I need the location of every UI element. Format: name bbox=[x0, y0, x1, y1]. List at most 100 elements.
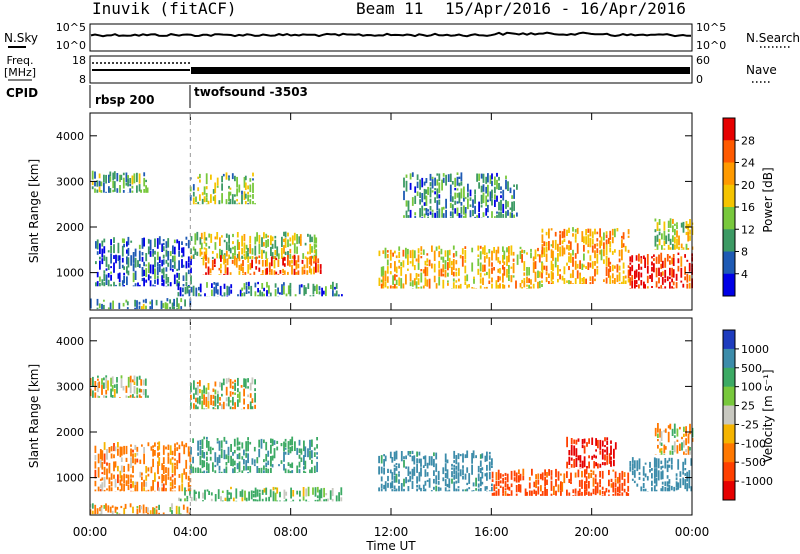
vel-data-cell-6 bbox=[477, 473, 480, 482]
power-data-cell-5 bbox=[216, 282, 219, 286]
vel-data-cell-2 bbox=[158, 452, 161, 456]
power-data-cell-8 bbox=[621, 249, 623, 261]
power-data-cell-3 bbox=[241, 255, 243, 259]
vel-data-cell-6 bbox=[398, 479, 400, 484]
vel-data-cell-7 bbox=[590, 492, 593, 496]
power-data-cell-5 bbox=[263, 287, 265, 292]
vel-data-cell-9 bbox=[631, 470, 634, 476]
nsky-panel: N.Sky 10^5 10^0 10^5 10^0 N.Search bbox=[4, 21, 800, 52]
vel-data-cell-1 bbox=[234, 382, 236, 391]
vel-data-cell-2 bbox=[162, 483, 165, 492]
power-data-cell-3 bbox=[309, 234, 312, 243]
vel-data-cell-2 bbox=[147, 489, 150, 492]
vel-data-cell-6 bbox=[380, 483, 383, 489]
power-data-cell-4 bbox=[229, 272, 232, 275]
power-data-cell-7 bbox=[438, 251, 441, 258]
freq-tick-bottom: 8 bbox=[79, 73, 86, 86]
power-data-cell-0 bbox=[146, 187, 149, 193]
vel-cbar-swatch-5 bbox=[723, 424, 735, 444]
power-data-cell-4 bbox=[273, 259, 276, 269]
vel-data-cell-9 bbox=[633, 460, 636, 469]
vel-data-cell-4 bbox=[340, 497, 343, 502]
vel-data-cell-3 bbox=[298, 454, 301, 459]
power-data-cell-2 bbox=[181, 247, 183, 253]
power-data-cell-0 bbox=[129, 178, 132, 184]
vel-data-cell-4 bbox=[202, 500, 204, 502]
vel-data-cell-7 bbox=[540, 485, 542, 492]
power-data-cell-6 bbox=[142, 303, 145, 310]
power-data-cell-7 bbox=[417, 273, 420, 277]
power-data-cell-3 bbox=[205, 248, 208, 255]
power-data-cell-1 bbox=[197, 176, 200, 179]
vel-data-cell-4 bbox=[208, 490, 210, 495]
vel-data-cell-4 bbox=[290, 487, 292, 499]
vel-data-cell-10 bbox=[657, 439, 659, 442]
power-data-cell-2 bbox=[110, 253, 112, 264]
power-data-cell-11 bbox=[498, 183, 500, 190]
power-data-cell-2 bbox=[161, 259, 164, 267]
power-data-cell-3 bbox=[289, 243, 292, 247]
power-data-cell-2 bbox=[152, 253, 154, 257]
power-data-cell-11 bbox=[445, 198, 447, 209]
vel-data-cell-3 bbox=[220, 471, 223, 473]
power-data-cell-11 bbox=[454, 187, 457, 191]
power-data-cell-2 bbox=[156, 262, 159, 267]
vel-data-cell-3 bbox=[304, 446, 307, 457]
power-data-cell-5 bbox=[332, 281, 334, 290]
vel-data-cell-3 bbox=[232, 468, 234, 474]
vel-data-cell-2 bbox=[99, 489, 102, 492]
vel-data-cell-7 bbox=[594, 478, 597, 485]
vel-data-cell-9 bbox=[666, 460, 669, 464]
vel-data-cell-3 bbox=[233, 467, 236, 473]
vel-data-cell-2 bbox=[145, 466, 148, 474]
power-data-cell-3 bbox=[304, 256, 307, 259]
vel-data-cell-9 bbox=[642, 477, 645, 482]
vel-data-cell-9 bbox=[651, 468, 653, 471]
power-data-cell-11 bbox=[425, 178, 428, 184]
power-data-cell-6 bbox=[103, 304, 105, 310]
vel-data-cell-3 bbox=[232, 458, 234, 467]
power-data-cell-10 bbox=[654, 229, 657, 233]
vel-data-cell-2 bbox=[171, 474, 174, 478]
vel-data-cell-4 bbox=[202, 492, 204, 499]
power-data-cell-7 bbox=[523, 280, 526, 288]
power-data-cell-5 bbox=[261, 283, 264, 289]
cpid-mode-2: twofsound -3503 bbox=[194, 85, 308, 99]
power-data-cell-11 bbox=[414, 216, 417, 218]
power-data-cell-8 bbox=[579, 275, 581, 284]
vel-data-cell-3 bbox=[284, 447, 287, 450]
vel-data-cell-2 bbox=[161, 483, 164, 487]
vel-data-cell-1 bbox=[195, 404, 197, 410]
power-data-cell-0 bbox=[91, 181, 94, 186]
power-data-cell-3 bbox=[219, 237, 221, 246]
power-data-cell-7 bbox=[409, 261, 412, 264]
vel-data-cell-4 bbox=[186, 495, 189, 500]
vel-data-cell-6 bbox=[387, 475, 389, 482]
power-data-cell-11 bbox=[478, 182, 480, 189]
vel-data-cell-2 bbox=[130, 457, 132, 468]
vel-data-cell-0 bbox=[97, 378, 99, 381]
power-data-cell-0 bbox=[136, 185, 138, 193]
power-data-cell-2 bbox=[118, 272, 121, 283]
power-data-cell-4 bbox=[301, 266, 304, 275]
vel-data-cell-8 bbox=[601, 440, 604, 447]
power-data-cell-11 bbox=[431, 179, 434, 189]
power-data-cell-10 bbox=[667, 244, 670, 250]
power-data-cell-3 bbox=[270, 235, 272, 246]
power-data-cell-4 bbox=[258, 255, 261, 259]
power-data-cell-4 bbox=[293, 254, 296, 266]
vel-data-cell-1 bbox=[195, 387, 197, 395]
power-data-cell-2 bbox=[110, 284, 112, 287]
power-data-cell-2 bbox=[113, 255, 115, 259]
power-data-cell-7 bbox=[499, 276, 501, 281]
power-data-cell-3 bbox=[271, 252, 274, 259]
vel-data-cell-3 bbox=[236, 454, 239, 460]
power-data-cell-1 bbox=[243, 177, 246, 188]
vel-data-cell-3 bbox=[289, 463, 292, 468]
power-data-cell-2 bbox=[182, 284, 185, 287]
power-data-cell-8 bbox=[624, 280, 627, 284]
power-data-cell-7 bbox=[506, 247, 508, 253]
power-data-cell-7 bbox=[382, 266, 385, 276]
vel-data-cell-7 bbox=[555, 468, 557, 478]
vel-data-cell-0 bbox=[97, 375, 99, 378]
